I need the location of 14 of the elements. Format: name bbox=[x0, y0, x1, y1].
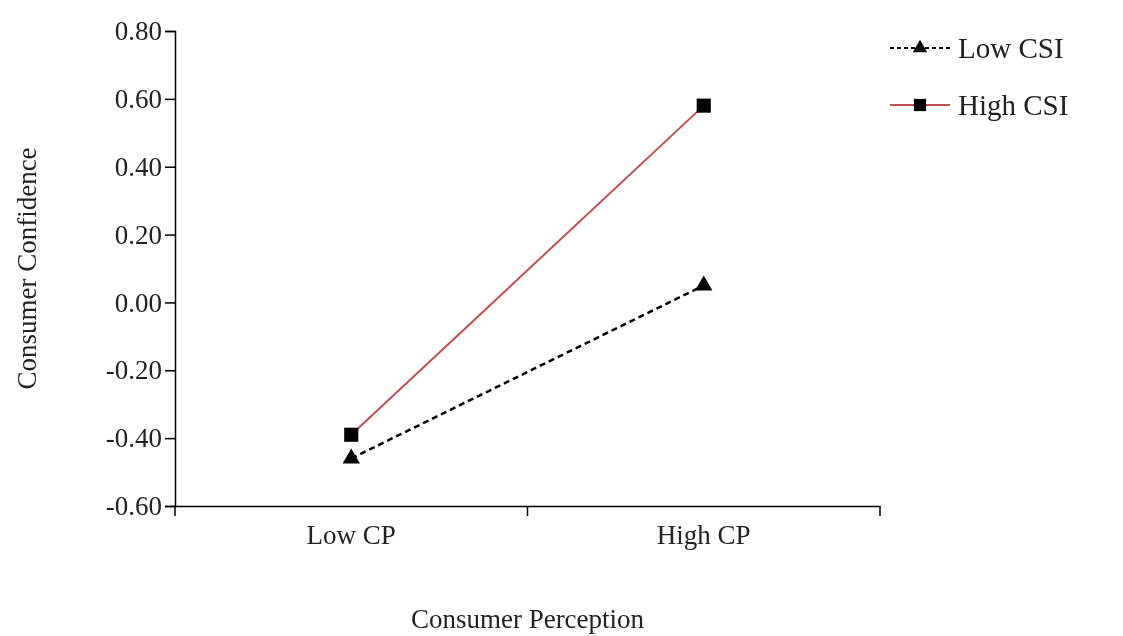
x-tick-label: Low CP bbox=[306, 520, 396, 551]
y-tick-label: 0.80 bbox=[114, 16, 162, 47]
legend-label: Low CSI bbox=[958, 32, 1064, 64]
y-tick-label: 0.00 bbox=[114, 287, 162, 318]
y-tick-label: 0.60 bbox=[114, 84, 162, 114]
y-tick-label: -0.60 bbox=[105, 491, 162, 522]
x-tick-label: High CP bbox=[656, 520, 751, 551]
y-tick-label: -0.20 bbox=[105, 355, 162, 386]
y-tick-label: -0.40 bbox=[105, 423, 162, 454]
y-tick-label: 0.40 bbox=[114, 151, 162, 182]
legend-label: High CSI bbox=[958, 89, 1069, 121]
y-tick-label: 0.20 bbox=[114, 219, 162, 250]
x-axis-title: Consumer Perception bbox=[410, 604, 645, 634]
y-axis-title: Consumer Confidence bbox=[12, 147, 42, 390]
